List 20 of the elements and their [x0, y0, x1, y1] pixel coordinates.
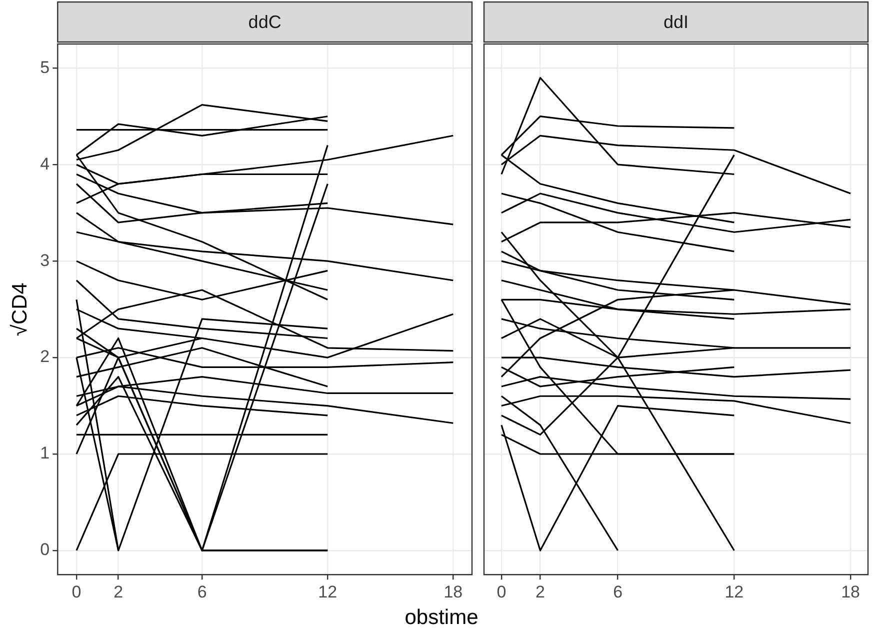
x-tick-label: 0 [496, 582, 506, 602]
x-tick-label: 18 [444, 582, 463, 602]
x-axis-title: obstime [404, 606, 480, 630]
y-tick-label: 4 [40, 154, 50, 174]
y-tick-label: 0 [40, 540, 50, 560]
chart-title: ddI [663, 12, 689, 32]
x-tick-label: 18 [841, 582, 860, 602]
x-tick-label: 6 [613, 582, 623, 602]
x-tick-label: 12 [724, 582, 744, 602]
x-tick-label: 6 [197, 582, 207, 602]
x-tick-label: 0 [72, 582, 82, 602]
chart-title: ddC [248, 12, 282, 32]
y-tick-label: 1 [40, 444, 50, 463]
x-tick-label: 2 [536, 582, 545, 602]
x-tick-label: 2 [114, 582, 124, 602]
y-tick-label: 5 [40, 58, 50, 77]
y-tick-label: 3 [40, 250, 50, 270]
x-tick-label: 12 [318, 582, 338, 602]
y-axis-title: √CD4 [8, 282, 32, 336]
y-tick-label: 2 [40, 347, 50, 366]
